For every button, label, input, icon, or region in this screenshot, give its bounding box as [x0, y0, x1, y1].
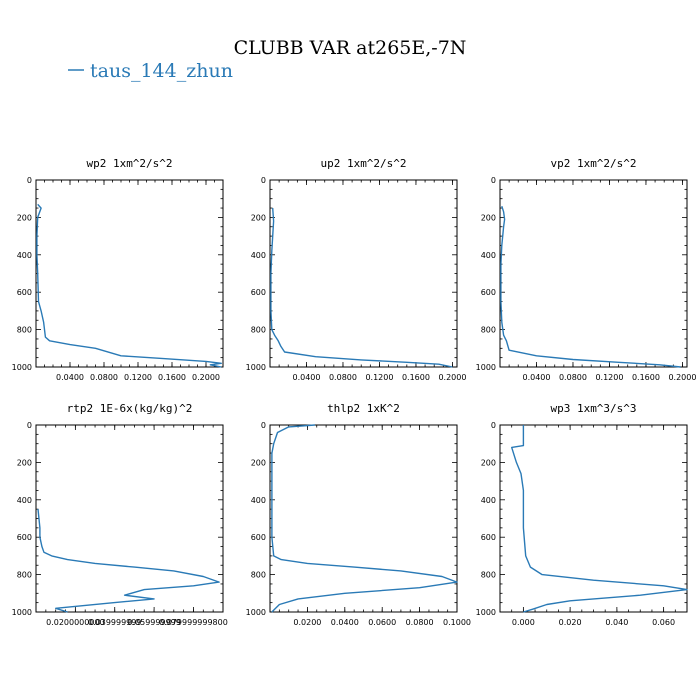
y-tick-label: 1000 [476, 608, 496, 617]
y-tick-label: 200 [251, 458, 266, 467]
x-tick-label: 0.0200000000 [46, 618, 105, 627]
x-tick-label: 0.1600 [158, 373, 186, 382]
panel-title: wp2 1xm^2/s^2 [86, 157, 172, 170]
x-tick-label: 0.0400 [292, 373, 320, 382]
panel-1: wp2 1xm^2/s^2 0 200 400 600 800 1000 0.0400 0.08… [12, 157, 224, 382]
x-tick-label: 0.0800 [559, 373, 587, 382]
y-tick-label: 0 [491, 176, 496, 185]
legend-label: taus_144_zhun [90, 60, 233, 82]
panel-5: thlp2 1xK^2 0 200 400 600 800 1000 0.0200 0.0400… [246, 402, 471, 627]
series-line-1 [500, 205, 681, 368]
y-tick-label: 200 [17, 213, 32, 222]
x-tick-label: 0.020 [559, 618, 582, 627]
y-tick-label: 800 [17, 326, 32, 335]
x-tick-label: 0.000 [512, 618, 535, 627]
x-tick-label: 0.1200 [595, 373, 623, 382]
x-tick-label: 0.0800 [90, 373, 118, 382]
y-tick-label: 0 [261, 421, 266, 430]
x-tick-label: 0.1600 [402, 373, 430, 382]
plot-frame [269, 424, 458, 613]
series-line-1 [270, 208, 453, 368]
x-tick-label: 0.1200 [124, 373, 152, 382]
y-tick-label: 0 [27, 176, 32, 185]
y-tick-label: 400 [481, 496, 496, 505]
plot-frame [35, 179, 224, 368]
x-tick-label: 0.079999999800 [159, 618, 228, 627]
x-tick-label: 0.039999999 [88, 618, 141, 627]
y-tick-label: 1000 [246, 363, 266, 372]
x-tick-label: 0.0800 [406, 618, 434, 627]
x-tick-label: 0.1200 [365, 373, 393, 382]
series-line-1 [37, 509, 220, 613]
panel-4: rtp2 1E-6x(kg/kg)^2 0 200 400 600 800 1000 0.02… [12, 402, 228, 627]
x-tick-label: 0.2000 [192, 373, 220, 382]
x-tick-label: 0.0800 [329, 373, 357, 382]
y-tick-label: 400 [251, 251, 266, 260]
panel-2: up2 1xm^2/s^2 0 200 400 600 800 1000 0.0400 0.08… [246, 157, 467, 382]
y-tick-label: 400 [17, 251, 32, 260]
panel-3: vp2 1xm^2/s^2 0 200 400 600 800 1000 0.0400 0.08… [476, 157, 697, 382]
x-tick-label: 0.0600 [368, 618, 396, 627]
series-line-1 [36, 203, 223, 368]
figure-title: CLUBB VAR at265E,-7N [234, 37, 467, 59]
panel-title: thlp2 1xK^2 [327, 402, 400, 415]
panel-title: rtp2 1E-6x(kg/kg)^2 [67, 402, 193, 415]
x-tick-label: 0.0200 [293, 618, 321, 627]
y-tick-label: 0 [27, 421, 32, 430]
plot-frame [35, 424, 224, 613]
x-tick-label: 0.1600 [632, 373, 660, 382]
y-tick-label: 600 [251, 288, 266, 297]
y-tick-label: 1000 [12, 363, 32, 372]
y-tick-label: 0 [261, 176, 266, 185]
y-tick-label: 600 [17, 288, 32, 297]
y-tick-label: 200 [481, 458, 496, 467]
y-tick-label: 600 [481, 288, 496, 297]
x-tick-label: 0.0400 [331, 618, 359, 627]
x-tick-label: 0.2000 [438, 373, 466, 382]
x-tick-label: 0.0400 [522, 373, 550, 382]
panel-title: wp3 1xm^3/s^3 [550, 402, 636, 415]
y-tick-label: 600 [251, 533, 266, 542]
figure-legend: taus_144_zhun [68, 60, 233, 82]
y-tick-label: 200 [17, 458, 32, 467]
x-tick-label: 0.060 [652, 618, 675, 627]
y-tick-label: 800 [481, 571, 496, 580]
y-tick-label: 600 [481, 533, 496, 542]
plot-frame [499, 424, 688, 613]
panel-title: up2 1xm^2/s^2 [320, 157, 406, 170]
x-tick-label: 0.059999999 [127, 618, 180, 627]
y-tick-label: 600 [17, 533, 32, 542]
panel-title: vp2 1xm^2/s^2 [550, 157, 636, 170]
y-tick-label: 400 [17, 496, 32, 505]
x-tick-label: 0.2000 [668, 373, 696, 382]
y-tick-label: 1000 [246, 608, 266, 617]
y-tick-label: 0 [491, 421, 496, 430]
y-tick-label: 800 [17, 571, 32, 580]
plot-frame [269, 179, 458, 368]
y-tick-label: 400 [251, 496, 266, 505]
y-tick-label: 800 [251, 326, 266, 335]
y-tick-label: 400 [481, 251, 496, 260]
y-tick-label: 1000 [476, 363, 496, 372]
x-tick-label: 0.0400 [56, 373, 84, 382]
series-line-1 [511, 425, 688, 613]
series-line-1 [271, 424, 458, 613]
y-tick-label: 800 [251, 571, 266, 580]
y-tick-label: 200 [251, 213, 266, 222]
y-tick-label: 800 [481, 326, 496, 335]
plot-frame [499, 179, 688, 368]
y-tick-label: 1000 [12, 608, 32, 617]
x-tick-label: 0.1000 [443, 618, 471, 627]
panel-6: wp3 1xm^3/s^3 0 200 400 600 800 1000 0.000 0.020… [476, 402, 688, 627]
y-tick-label: 200 [481, 213, 496, 222]
x-tick-label: 0.040 [605, 618, 628, 627]
